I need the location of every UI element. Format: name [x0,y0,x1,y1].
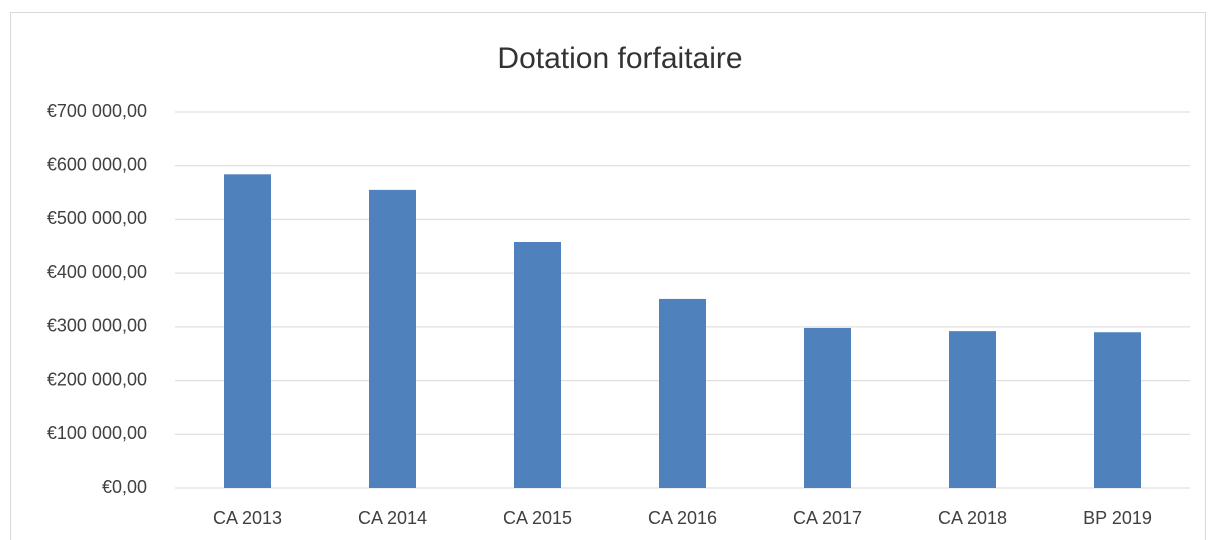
x-tick-label: CA 2016 [648,508,717,528]
chart-title: Dotation forfaitaire [497,42,742,75]
bar [659,298,706,488]
x-tick-label: CA 2018 [938,508,1007,528]
y-tick-label: €600 000,00 [47,154,147,174]
bar [804,327,851,488]
bar [224,174,271,488]
y-tick-label: €700 000,00 [47,101,147,121]
y-tick-label: €100 000,00 [47,423,147,443]
x-tick-label: CA 2014 [358,508,427,528]
bar [514,241,561,488]
bar [949,331,996,488]
y-tick-label: €300 000,00 [47,316,147,336]
bar [369,189,416,488]
y-tick-label: €0,00 [102,477,147,497]
x-tick-label: CA 2015 [503,508,572,528]
y-tick-label: €200 000,00 [47,369,147,389]
chart-border [10,12,1206,540]
y-tick-label: €400 000,00 [47,262,147,282]
x-tick-label: BP 2019 [1083,508,1152,528]
x-tick-label: CA 2017 [793,508,862,528]
y-tick-label: €500 000,00 [47,208,147,228]
bar [1094,332,1141,488]
x-tick-label: CA 2013 [213,508,282,528]
